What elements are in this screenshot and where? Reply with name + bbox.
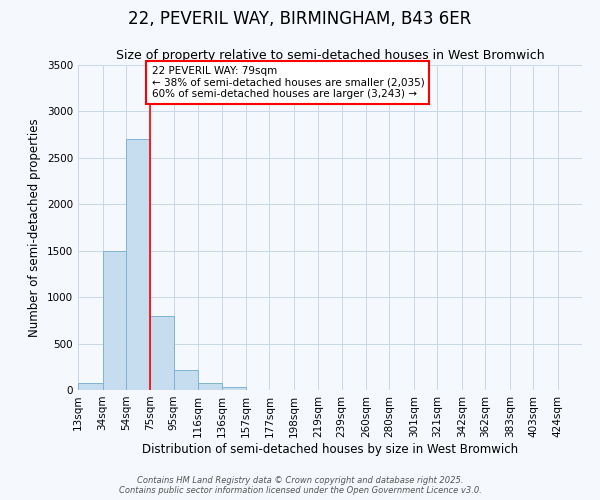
Bar xyxy=(198,382,221,390)
Bar xyxy=(103,250,126,390)
Text: 22, PEVERIL WAY, BIRMINGHAM, B43 6ER: 22, PEVERIL WAY, BIRMINGHAM, B43 6ER xyxy=(128,10,472,28)
X-axis label: Distribution of semi-detached houses by size in West Bromwich: Distribution of semi-detached houses by … xyxy=(142,442,518,456)
Bar xyxy=(151,316,173,390)
Bar xyxy=(173,370,198,390)
Text: Contains HM Land Registry data © Crown copyright and database right 2025.
Contai: Contains HM Land Registry data © Crown c… xyxy=(119,476,481,495)
Y-axis label: Number of semi-detached properties: Number of semi-detached properties xyxy=(28,118,41,337)
Text: 22 PEVERIL WAY: 79sqm
← 38% of semi-detached houses are smaller (2,035)
60% of s: 22 PEVERIL WAY: 79sqm ← 38% of semi-deta… xyxy=(151,66,424,99)
Bar xyxy=(126,140,151,390)
Title: Size of property relative to semi-detached houses in West Bromwich: Size of property relative to semi-detach… xyxy=(116,50,544,62)
Bar xyxy=(78,382,103,390)
Bar xyxy=(221,387,246,390)
